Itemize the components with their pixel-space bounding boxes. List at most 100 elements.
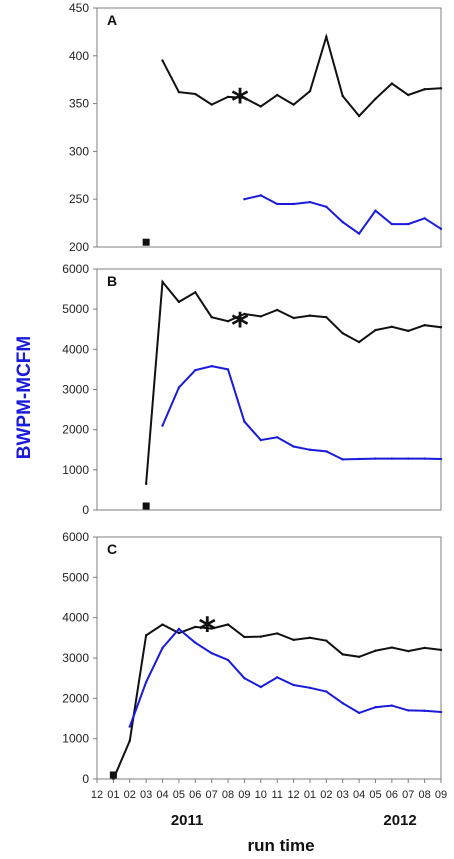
x-axis: 12 01 02 03 04 05 06 07 08 09 10 11 12 01 02 03 04 05 06 07…	[91, 779, 447, 829]
black-data-point	[341, 653, 344, 656]
x-tick-label: 10	[255, 789, 267, 801]
blue-data-point	[423, 217, 426, 220]
black-data-point	[341, 332, 344, 335]
black-series-line	[145, 279, 442, 484]
black-data-point	[292, 638, 295, 642]
black-data-point	[325, 639, 328, 642]
asterisk-annotation: *	[231, 82, 249, 122]
black-data-point	[390, 325, 394, 329]
blue-data-point	[275, 436, 279, 439]
blue-data-point	[341, 701, 344, 705]
black-data-point	[210, 316, 213, 319]
y-tick-label: 2000	[62, 691, 89, 705]
black-data-point	[161, 623, 164, 626]
y-tick-label: 400	[69, 49, 89, 63]
black-data-point	[144, 634, 148, 637]
blue-data-point	[243, 420, 246, 423]
black-data-point	[210, 627, 213, 630]
x-tick-label: 06	[386, 789, 398, 801]
black-data-point	[194, 92, 197, 96]
x-tick-label: 04	[156, 789, 168, 801]
black-data-point	[390, 82, 394, 85]
black-data-point	[194, 625, 197, 629]
black-data-point	[275, 632, 279, 635]
black-data-point	[423, 646, 426, 650]
blue-data-point	[308, 200, 312, 204]
blue-data-point	[357, 457, 361, 461]
blue-data-point	[243, 198, 246, 201]
x-tick-label: 03	[140, 789, 152, 801]
black-data-point	[357, 114, 361, 118]
blue-data-point	[439, 710, 443, 714]
blue-data-point	[292, 202, 295, 206]
x-tick-label: 07	[402, 789, 414, 801]
x-tick-label: 05	[369, 789, 381, 801]
blue-data-point	[226, 368, 230, 371]
black-data-point	[243, 635, 246, 639]
blue-data-point	[292, 445, 295, 448]
panels: 200 250 300 350 400 450 A * 0 1000 2000 3000 4000 500…	[62, 1, 443, 786]
panel-label: A	[107, 12, 117, 28]
blue-data-point	[194, 641, 197, 644]
panel-a: 200 250 300 350 400 450 A *	[69, 1, 443, 254]
black-data-point	[259, 635, 263, 638]
blue-data-point	[194, 369, 197, 372]
y-tick-label: 450	[69, 1, 89, 15]
black-data-point	[308, 636, 312, 640]
blue-data-point	[259, 438, 263, 442]
asterisk-annotation: *	[198, 611, 216, 651]
y-tick-label: 0	[82, 503, 89, 517]
y-tick-label: 2000	[62, 423, 89, 437]
black-data-point	[210, 103, 213, 106]
black-data-point	[275, 93, 279, 97]
panel-c: 0 1000 2000 3000 4000 5000 6000 C *	[62, 530, 443, 786]
x-tick-label: 02	[320, 789, 332, 801]
black-data-point	[423, 88, 426, 91]
black-data-point	[407, 649, 410, 653]
year-label: 2011	[171, 812, 204, 829]
blue-data-point	[177, 386, 181, 389]
x-tick-label: 03	[337, 789, 349, 801]
x-tick-label: 12	[287, 789, 299, 801]
blue-data-point	[144, 681, 148, 684]
black-data-point	[128, 739, 131, 742]
blue-data-point	[128, 725, 131, 728]
black-data-point	[357, 340, 361, 344]
y-tick-label: 3000	[62, 383, 89, 397]
plot-frame	[96, 7, 442, 248]
black-data-point	[308, 89, 312, 93]
black-data-point	[374, 328, 377, 332]
x-tick-label: 11	[271, 789, 282, 801]
black-data-point	[226, 623, 230, 626]
panel-b: 0 1000 2000 3000 4000 5000 6000 B *	[62, 262, 443, 517]
black-data-point	[341, 94, 344, 98]
x-tick-label: 01	[107, 789, 119, 801]
x-tick-label: 12	[91, 789, 103, 801]
black-data-point	[439, 87, 443, 90]
y-tick-label: 250	[69, 192, 89, 206]
black-data-point	[292, 316, 295, 320]
blue-data-point	[374, 706, 377, 709]
blue-data-point	[374, 209, 377, 212]
black-data-point	[357, 655, 361, 658]
y-tick-label: 5000	[62, 302, 89, 316]
x-tick-label: 05	[173, 789, 185, 801]
blue-data-point	[243, 676, 246, 680]
black-data-point	[407, 329, 410, 333]
blue-data-point	[210, 651, 213, 655]
y-tick-label: 200	[69, 240, 89, 254]
blue-data-point	[357, 711, 361, 715]
blue-series-line	[128, 627, 442, 727]
asterisk-annotation: *	[231, 306, 249, 346]
x-tick-label: 02	[124, 789, 136, 801]
blue-data-point	[390, 704, 394, 707]
blue-data-point	[226, 658, 230, 662]
blue-data-point	[357, 232, 361, 235]
blue-data-point	[275, 676, 279, 679]
blue-data-point	[423, 457, 426, 460]
blue-data-point	[177, 627, 181, 631]
black-data-point	[194, 291, 197, 294]
blue-data-point	[407, 709, 410, 712]
black-data-point	[292, 103, 295, 106]
x-tick-label: 08	[418, 789, 430, 801]
